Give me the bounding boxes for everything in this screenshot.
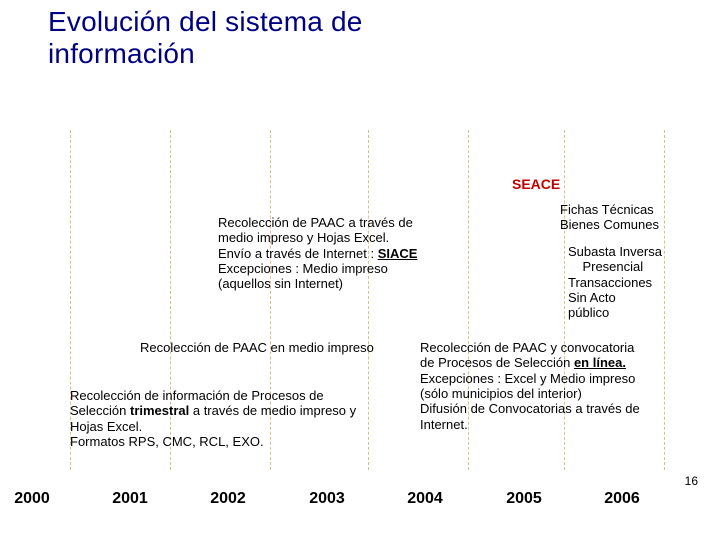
text-block-b_right: Fichas TécnicasBienes Comunes (560, 202, 700, 233)
year-label: 2002 (210, 490, 246, 508)
text-block-b1: Recolección de PAAC a través demedio imp… (218, 215, 438, 292)
year-label: 2005 (506, 490, 542, 508)
text-block-b_bl: Recolección de información de Procesos d… (70, 388, 370, 449)
year-label: 2003 (309, 490, 345, 508)
slide: Evolución del sistema de información 200… (0, 0, 720, 540)
text-block-seace: SEACE (512, 176, 582, 193)
page-number: 16 (685, 474, 698, 488)
text-block-b_right2: Subasta Inversa PresencialTransaccionesS… (568, 244, 708, 321)
year-label: 2001 (112, 490, 148, 508)
page-title: Evolución del sistema de información (48, 6, 448, 70)
text-block-b_br: Recolección de PAAC y convocatoriade Pro… (420, 340, 690, 432)
text-block-b_mid: Recolección de PAAC en medio impreso (140, 340, 410, 355)
year-label: 2006 (604, 490, 640, 508)
year-label: 2004 (407, 490, 443, 508)
year-label: 2000 (14, 490, 50, 508)
years-axis: 2000 2001 2002 2003 2004 2005 2006 (0, 490, 720, 512)
